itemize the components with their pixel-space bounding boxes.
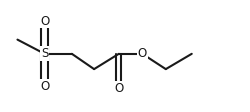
Text: O: O (40, 15, 49, 28)
Text: O: O (114, 82, 124, 95)
Text: O: O (40, 80, 49, 93)
Text: O: O (138, 47, 147, 60)
Text: S: S (41, 47, 48, 60)
